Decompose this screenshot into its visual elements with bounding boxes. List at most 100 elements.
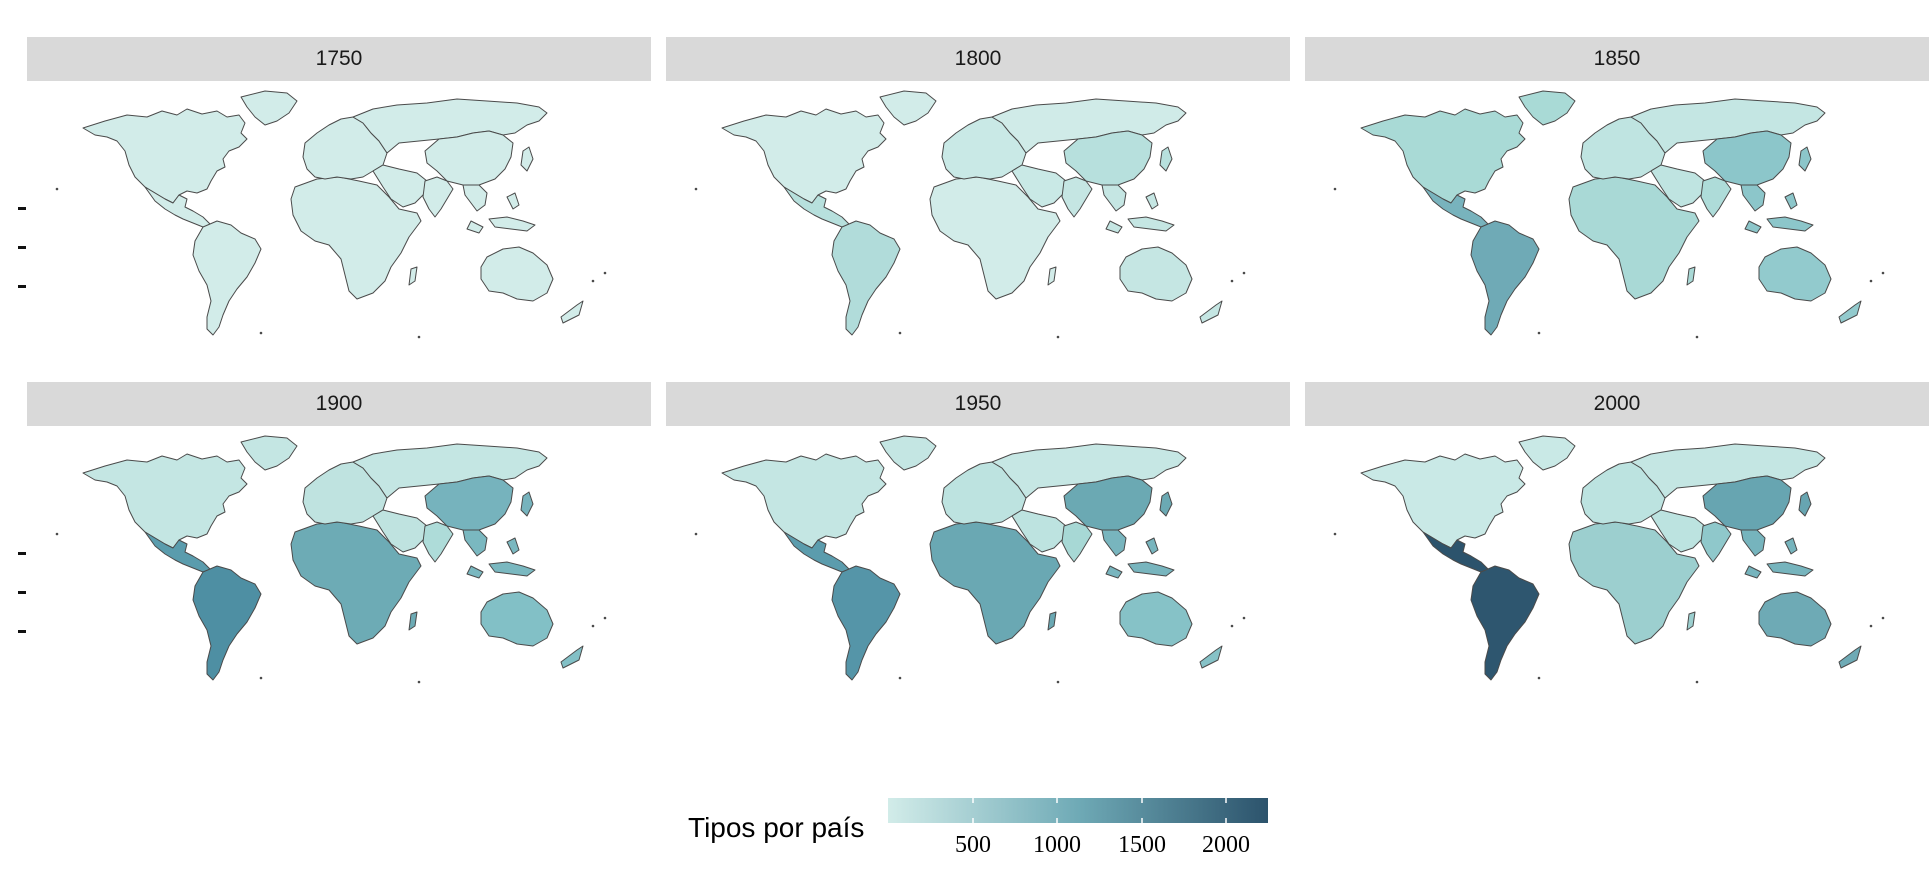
island-dot <box>1695 335 1699 339</box>
island-dot <box>1242 271 1246 275</box>
island-dot <box>1695 680 1699 684</box>
country-region-russia <box>1630 98 1826 154</box>
country-region-mexico <box>783 531 851 573</box>
island-dot <box>417 680 421 684</box>
legend-colorbar <box>888 798 1268 823</box>
facet-strip-label: 1950 <box>666 382 1290 426</box>
country-region-russia <box>352 98 548 154</box>
country-region-australia <box>1119 591 1193 647</box>
world-map <box>1305 81 1929 359</box>
country-region-japan <box>1159 491 1173 517</box>
country-region-greenland <box>879 435 937 471</box>
island-dot <box>1230 624 1234 628</box>
facet-year: 1800 <box>954 47 1002 70</box>
facet-panel-1750: 1750 <box>27 37 651 359</box>
country-region-australia <box>1758 591 1832 647</box>
country-region-greenland <box>1518 90 1576 126</box>
country-region-southAmerica <box>831 565 901 681</box>
island-dot <box>1056 680 1060 684</box>
country-region-seAsia <box>1101 184 1175 234</box>
country-region-mexico <box>144 531 212 573</box>
country-region-newZealand <box>560 300 584 324</box>
facet-panel-1850: 1850 <box>1305 37 1929 359</box>
country-region-china <box>1063 130 1153 186</box>
country-region-madagascar <box>408 611 418 631</box>
island-dot <box>1869 279 1873 283</box>
island-dot <box>55 532 59 536</box>
country-region-greenland <box>240 435 298 471</box>
world-map <box>666 426 1290 704</box>
country-region-northAmerica <box>82 453 248 549</box>
country-region-india <box>1061 176 1093 218</box>
country-region-china <box>424 475 514 531</box>
facet-year: 1900 <box>315 392 363 415</box>
axis-tick-mark <box>18 285 26 288</box>
country-region-india <box>1700 521 1732 563</box>
country-region-africa <box>1568 176 1700 300</box>
facet-strip-label: 1750 <box>27 37 651 81</box>
facet-panel-1800: 1800 <box>666 37 1290 359</box>
island-dot <box>1056 335 1060 339</box>
facet-strip-label: 1850 <box>1305 37 1929 81</box>
axis-tick-mark <box>18 246 26 249</box>
country-region-india <box>422 176 454 218</box>
country-region-southAmerica <box>1470 220 1540 336</box>
country-region-madagascar <box>1047 266 1057 286</box>
country-region-africa <box>290 176 422 300</box>
country-region-seAsia <box>1740 529 1814 579</box>
country-region-japan <box>1798 491 1812 517</box>
world-map <box>27 426 651 704</box>
island-dot <box>259 331 263 335</box>
country-region-mexico <box>1422 531 1490 573</box>
island-dot <box>603 271 607 275</box>
country-region-russia <box>991 98 1187 154</box>
island-dot <box>603 616 607 620</box>
country-region-russia <box>991 443 1187 499</box>
axis-tick-mark <box>18 630 26 633</box>
country-region-australia <box>1758 246 1832 302</box>
facet-panel-1950: 1950 <box>666 382 1290 704</box>
facet-panel-2000: 2000 <box>1305 382 1929 704</box>
country-region-madagascar <box>408 266 418 286</box>
legend-tick-label: 500 <box>955 832 991 858</box>
world-map-svg <box>694 90 1246 339</box>
country-region-northAmerica <box>721 453 887 549</box>
island-dot <box>259 676 263 680</box>
country-region-southAmerica <box>192 565 262 681</box>
country-region-india <box>1700 176 1732 218</box>
country-region-northAmerica <box>1360 108 1526 204</box>
island-dot <box>694 532 698 536</box>
legend-tick-label: 1500 <box>1118 832 1166 858</box>
axis-tick-mark <box>18 552 26 555</box>
island-dot <box>1230 279 1234 283</box>
country-region-seAsia <box>1101 529 1175 579</box>
island-dot <box>1242 616 1246 620</box>
island-dot <box>1881 271 1885 275</box>
world-map-svg <box>55 435 607 684</box>
country-region-india <box>1061 521 1093 563</box>
country-region-mexico <box>783 186 851 228</box>
country-region-africa <box>929 176 1061 300</box>
country-region-madagascar <box>1686 611 1696 631</box>
world-map-svg <box>55 90 607 339</box>
island-dot <box>591 624 595 628</box>
country-region-greenland <box>879 90 937 126</box>
country-region-japan <box>1798 146 1812 172</box>
country-region-japan <box>520 491 534 517</box>
country-region-newZealand <box>560 645 584 669</box>
country-region-greenland <box>240 90 298 126</box>
facet-year: 1950 <box>954 392 1002 415</box>
axis-tick-mark <box>18 207 26 210</box>
country-region-southAmerica <box>1470 565 1540 681</box>
country-region-newZealand <box>1838 645 1862 669</box>
country-region-australia <box>1119 246 1193 302</box>
country-region-newZealand <box>1199 300 1223 324</box>
legend-title: Tipos por país <box>688 812 865 843</box>
country-region-seAsia <box>462 184 536 234</box>
island-dot <box>1333 187 1337 191</box>
world-map <box>666 81 1290 359</box>
country-region-mexico <box>144 186 212 228</box>
world-map-svg <box>694 435 1246 684</box>
island-dot <box>1869 624 1873 628</box>
axis-tick-mark <box>18 591 26 594</box>
